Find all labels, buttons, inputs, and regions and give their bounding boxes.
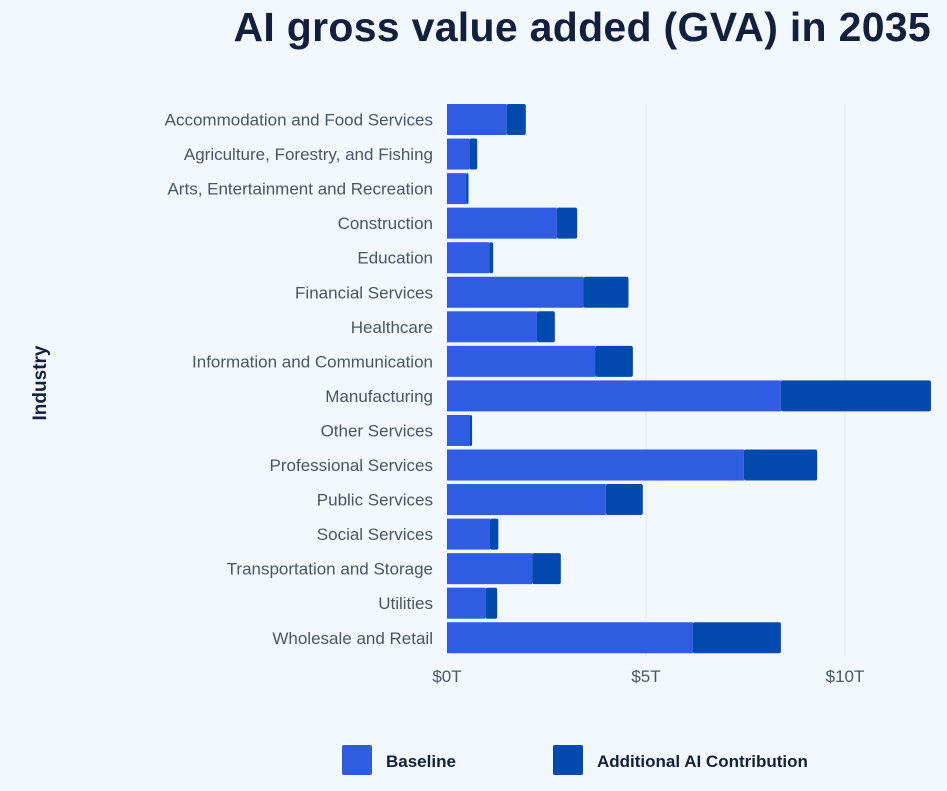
category-label: Other Services <box>321 421 433 440</box>
bar-additional-ai <box>469 138 478 170</box>
bar-baseline <box>447 587 486 619</box>
chart-title: AI gross value added (GVA) in 2035 <box>233 4 931 50</box>
category-label: Agriculture, Forestry, and Fishing <box>184 145 433 164</box>
bar-additional-ai <box>780 380 931 412</box>
bar-additional-ai <box>466 173 469 205</box>
x-tick-labels: $0T $5T $10T <box>432 667 864 686</box>
bar-baseline <box>447 622 693 654</box>
bar-additional-ai <box>532 553 561 585</box>
bar-additional-ai <box>743 449 818 481</box>
category-label: Utilities <box>378 594 433 613</box>
x-tick-label: $5T <box>631 667 660 686</box>
category-label: Arts, Entertainment and Recreation <box>167 180 433 199</box>
bar-additional-ai <box>536 311 555 343</box>
x-tick-label: $0T <box>432 667 461 686</box>
category-label: Education <box>357 249 433 268</box>
bar-additional-ai <box>506 104 526 135</box>
bar-baseline <box>447 138 470 170</box>
category-label: Social Services <box>317 525 433 544</box>
bar-additional-ai <box>489 518 499 550</box>
category-label: Public Services <box>317 491 433 510</box>
bar-baseline <box>447 414 470 446</box>
legend-swatch <box>553 745 583 775</box>
legend-label: Baseline <box>386 752 456 771</box>
legend: Baseline Additional AI Contribution <box>342 745 808 775</box>
bar-baseline <box>447 104 507 135</box>
category-label: Information and Communication <box>192 352 433 371</box>
bar-additional-ai <box>489 242 494 274</box>
bar-additional-ai <box>692 622 781 654</box>
category-label: Healthcare <box>351 318 433 337</box>
x-tick-label: $10T <box>826 667 865 686</box>
bar-additional-ai <box>485 587 498 619</box>
legend-label: Additional AI Contribution <box>597 752 808 771</box>
bar-baseline <box>447 484 606 516</box>
bar-baseline <box>447 242 490 274</box>
legend-swatch <box>342 745 372 775</box>
bar-additional-ai <box>583 276 629 308</box>
category-label: Wholesale and Retail <box>272 629 433 648</box>
bar-baseline <box>447 207 557 239</box>
bar-additional-ai <box>605 484 643 516</box>
bar-baseline <box>447 518 490 550</box>
bar-baseline <box>447 553 533 585</box>
category-label: Professional Services <box>270 456 433 475</box>
bar-additional-ai <box>469 414 473 446</box>
category-label: Financial Services <box>295 283 433 302</box>
bar-baseline <box>447 276 584 308</box>
bar-baseline <box>447 345 596 377</box>
bar-baseline <box>447 380 781 412</box>
y-axis-label: Industry <box>30 345 51 420</box>
category-label: Transportation and Storage <box>227 560 433 579</box>
category-label: Accommodation and Food Services <box>165 111 433 130</box>
bars <box>447 104 931 654</box>
bar-baseline <box>447 311 537 343</box>
bar-additional-ai <box>556 207 578 239</box>
category-labels: Accommodation and Food Services Agricultu… <box>165 111 433 648</box>
category-label: Manufacturing <box>325 387 433 406</box>
bar-additional-ai <box>595 345 633 377</box>
bar-baseline <box>447 173 467 205</box>
bar-baseline <box>447 449 744 481</box>
category-label: Construction <box>338 214 433 233</box>
